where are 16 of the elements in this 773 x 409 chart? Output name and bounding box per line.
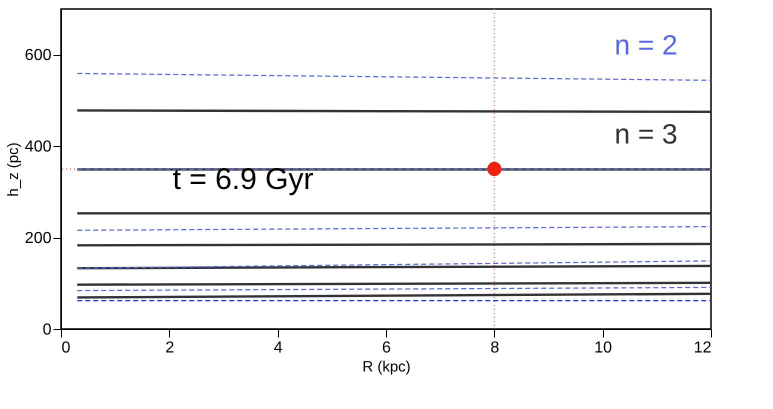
x-tick-label: 2 xyxy=(165,340,174,356)
x-tick-label: 12 xyxy=(694,340,712,356)
y-tick-label: 600 xyxy=(24,47,52,64)
x-tick-label: 4 xyxy=(274,340,283,356)
x-tick-label: 0 xyxy=(62,340,70,356)
y-tick-label: 200 xyxy=(24,230,52,248)
y-tick-label: 0 xyxy=(42,322,52,338)
x-tick-label: 10 xyxy=(594,340,612,356)
x-tick-label: 6 xyxy=(382,340,392,356)
series-label: n = 2 xyxy=(614,29,678,60)
annotation: t = 6.9 Gyr xyxy=(172,163,314,196)
y-tick-label: 400 xyxy=(24,138,52,156)
x-axis-title: R (kpc) xyxy=(362,358,411,376)
series-label: n = 3 xyxy=(614,118,678,150)
x-tick-label: 8 xyxy=(490,340,500,356)
y-axis-title: h_z (pc) xyxy=(4,142,22,197)
